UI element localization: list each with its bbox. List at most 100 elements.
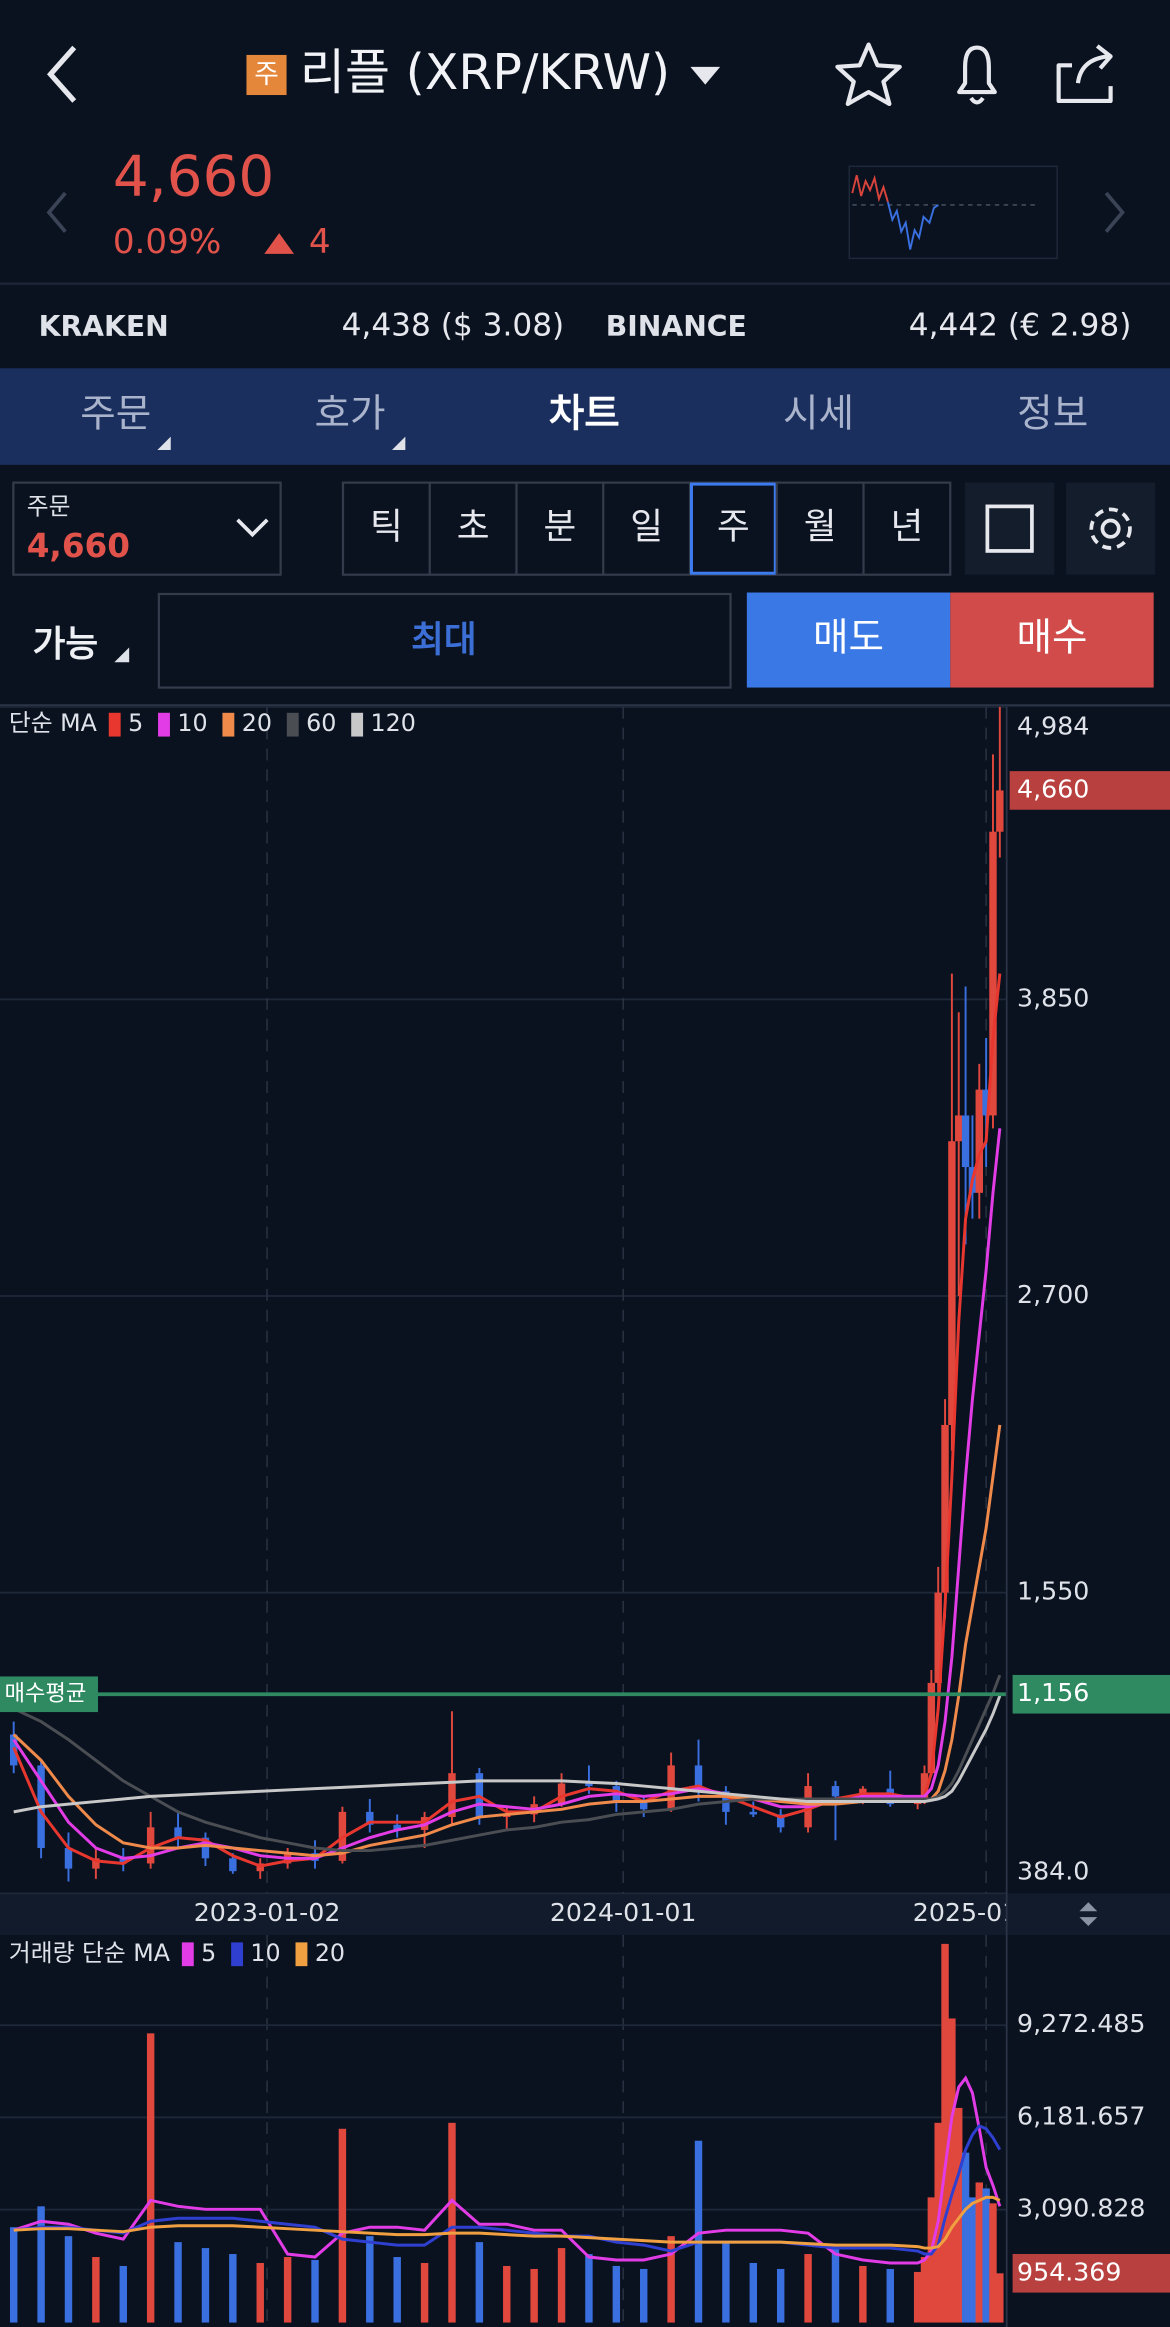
order-box-chevron[interactable] [236, 518, 269, 538]
star-button[interactable] [835, 42, 902, 107]
order-box-label: 주문 [27, 492, 71, 520]
candle-body [776, 1814, 785, 1828]
candle-body [961, 1115, 970, 1168]
avg-value: 1,156 [1017, 1678, 1089, 1707]
legend-label: 5 [128, 709, 143, 737]
buy-button[interactable] [950, 592, 1154, 688]
settings-gear [1089, 507, 1132, 550]
tab[interactable]: 시세 [783, 391, 854, 436]
period-button[interactable]: 일 [630, 507, 663, 548]
settings-button[interactable] [1066, 482, 1156, 575]
period-active [689, 482, 777, 575]
period-button[interactable]: 년 [890, 507, 923, 548]
candle-body [831, 1786, 840, 1797]
period-button[interactable]: 초 [457, 507, 490, 548]
candle-body [975, 1089, 983, 1193]
volume-bar [612, 2265, 621, 2323]
ma-line [13, 2075, 1002, 2265]
volume-plot [0, 1934, 1007, 2327]
period-button[interactable]: 틱 [370, 507, 403, 548]
candle-body [448, 1773, 456, 1818]
legend-swatch [222, 712, 235, 737]
back-button[interactable] [47, 45, 77, 103]
volume-bar [393, 2257, 401, 2323]
square-button[interactable] [965, 482, 1055, 575]
dropdown-arrow[interactable] [690, 66, 721, 85]
volume-bar [64, 2236, 73, 2323]
volume-bar [119, 2265, 127, 2323]
next-button[interactable] [1104, 191, 1125, 233]
buy-label: 매수 [1016, 616, 1087, 661]
tab[interactable]: 정보 [1017, 391, 1088, 436]
legend-label: 20 [315, 1939, 345, 1967]
y-tick-label: 3,850 [1017, 983, 1089, 1012]
badge-text: 주 [254, 59, 279, 90]
candle-body [989, 831, 997, 1116]
sell-button[interactable] [746, 592, 951, 688]
volume-bar [420, 2262, 429, 2323]
tab[interactable]: 차트 [549, 391, 620, 436]
volume-bar [667, 2236, 675, 2323]
candle-body [640, 1801, 648, 1810]
period-button[interactable]: 분 [543, 507, 576, 548]
price-marker-label: 4,660 [1017, 774, 1089, 803]
volume-bar [146, 2033, 155, 2323]
volume-bar [927, 2197, 936, 2323]
legend-label: 120 [371, 709, 416, 737]
legend-swatch [351, 712, 364, 737]
volume-bar [201, 2248, 210, 2323]
badge [246, 54, 287, 96]
volume-bar [804, 2254, 812, 2323]
tab[interactable]: 호가 [315, 391, 386, 436]
up-triangle [264, 233, 294, 254]
volume-bar [975, 2182, 983, 2323]
tabs: 주문 호가 차트 시세 정보 [80, 391, 1088, 436]
volume-bar [982, 2188, 990, 2323]
period-button[interactable]: 주 [717, 507, 750, 548]
candle-body [982, 1089, 990, 1116]
period-button[interactable]: 월 [804, 507, 837, 548]
x-tick-label: 2024-01-01 [550, 1898, 697, 1927]
prev-button[interactable] [46, 191, 67, 233]
volume-bar [585, 2254, 593, 2323]
volume-bar [174, 2242, 182, 2323]
tab[interactable]: 주문 [80, 391, 151, 436]
volume-bar [37, 2206, 45, 2323]
x-axis: 2023-01-02 2024-01-01 2025-01-06 [194, 1898, 1007, 1927]
volume-bar [961, 2152, 970, 2323]
share-button[interactable] [1056, 44, 1113, 104]
volume-bar [640, 2268, 648, 2323]
order-box[interactable] [12, 481, 282, 576]
exchange-name: KRAKEN [39, 310, 169, 343]
candle-body [948, 1141, 956, 1425]
volume-bar [948, 2018, 956, 2323]
candle-body [955, 1115, 963, 1142]
y-tick-label: 6,181.657 [1017, 2101, 1145, 2130]
available-label[interactable]: 가능 [33, 624, 99, 665]
volume-bar [989, 2203, 997, 2323]
candle-body [927, 1682, 936, 1774]
y-tick-label: 384.0 [1017, 1857, 1089, 1886]
legend-label: 10 [250, 1939, 280, 1967]
volume-bar [859, 2265, 867, 2323]
volume-bar [311, 2260, 319, 2323]
volume-bar [256, 2262, 264, 2323]
price-chart: 2023-01-02 2024-01-01 2025-01-06 384.0 1,550… [0, 706, 1170, 1927]
candle-body [694, 1765, 703, 1792]
legend-title: 단순 MA [9, 709, 98, 737]
ma-line [13, 1674, 1002, 1853]
max-box[interactable] [157, 592, 732, 689]
bell-button[interactable] [957, 45, 997, 105]
axis-toggle[interactable] [1079, 1902, 1098, 1927]
current-price: 4,660 [113, 144, 274, 209]
volume-bar [557, 2248, 566, 2323]
volume-bar [503, 2265, 511, 2323]
legend-label: 60 [306, 709, 336, 737]
title[interactable]: 리플 (XRP/KRW) [300, 44, 670, 101]
legend-swatch [231, 1942, 244, 1967]
tab-corner [391, 436, 406, 450]
